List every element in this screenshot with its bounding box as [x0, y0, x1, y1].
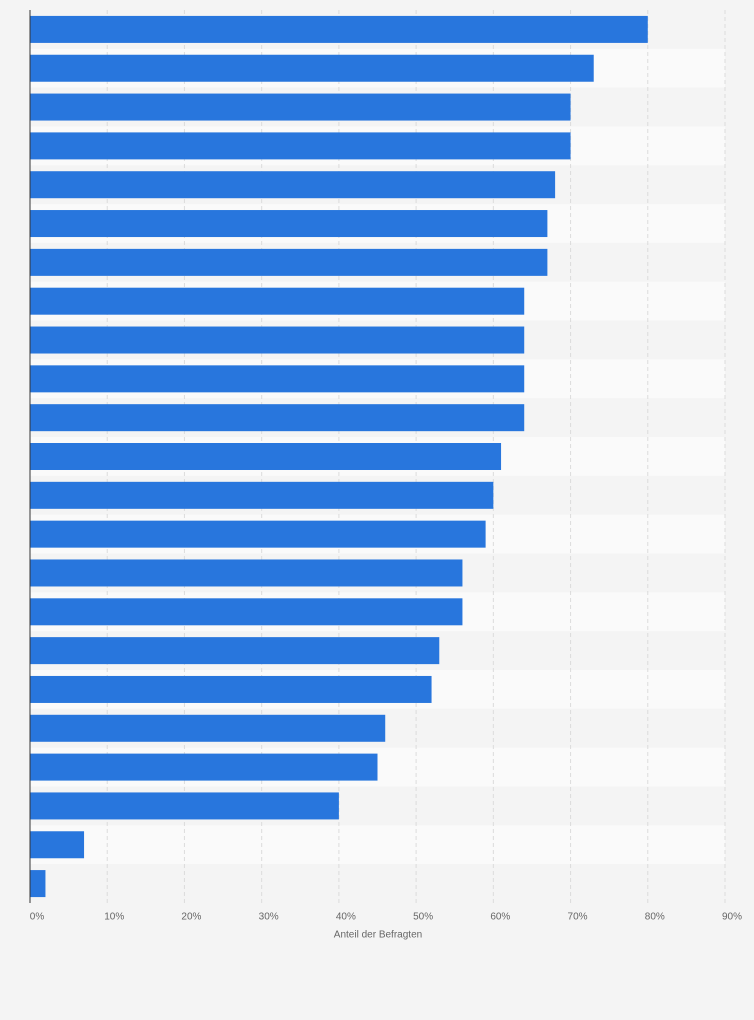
bar — [30, 54, 594, 82]
bar — [30, 870, 46, 898]
bar — [30, 404, 525, 432]
bar — [30, 93, 571, 121]
bar — [30, 831, 85, 859]
x-tick-label: 70% — [568, 912, 588, 923]
bar — [30, 326, 525, 354]
bar — [30, 520, 486, 548]
bar — [30, 481, 494, 509]
bar — [30, 675, 432, 703]
bar — [30, 287, 525, 315]
bar — [30, 171, 556, 199]
x-axis-label: Anteil der Befragten — [334, 930, 422, 941]
x-tick-label: 40% — [336, 912, 356, 923]
bar — [30, 753, 378, 781]
x-tick-label: 30% — [259, 912, 279, 923]
x-tick-label: 80% — [645, 912, 665, 923]
x-tick-label: 60% — [490, 912, 510, 923]
bar — [30, 248, 548, 276]
x-tick-label: 10% — [104, 912, 124, 923]
bar — [30, 559, 463, 587]
row-stripe — [30, 825, 725, 865]
bar — [30, 714, 386, 742]
bar — [30, 210, 548, 238]
bar — [30, 637, 440, 665]
x-tick-label: 50% — [413, 912, 433, 923]
row-stripe — [30, 864, 725, 903]
bar — [30, 365, 525, 393]
bar — [30, 792, 339, 820]
bar — [30, 598, 463, 626]
bar — [30, 15, 648, 43]
bar — [30, 132, 571, 160]
x-tick-label: 20% — [181, 912, 201, 923]
bar — [30, 443, 502, 470]
x-tick-label: 90% — [722, 912, 742, 923]
x-tick-label: 0% — [30, 912, 45, 923]
